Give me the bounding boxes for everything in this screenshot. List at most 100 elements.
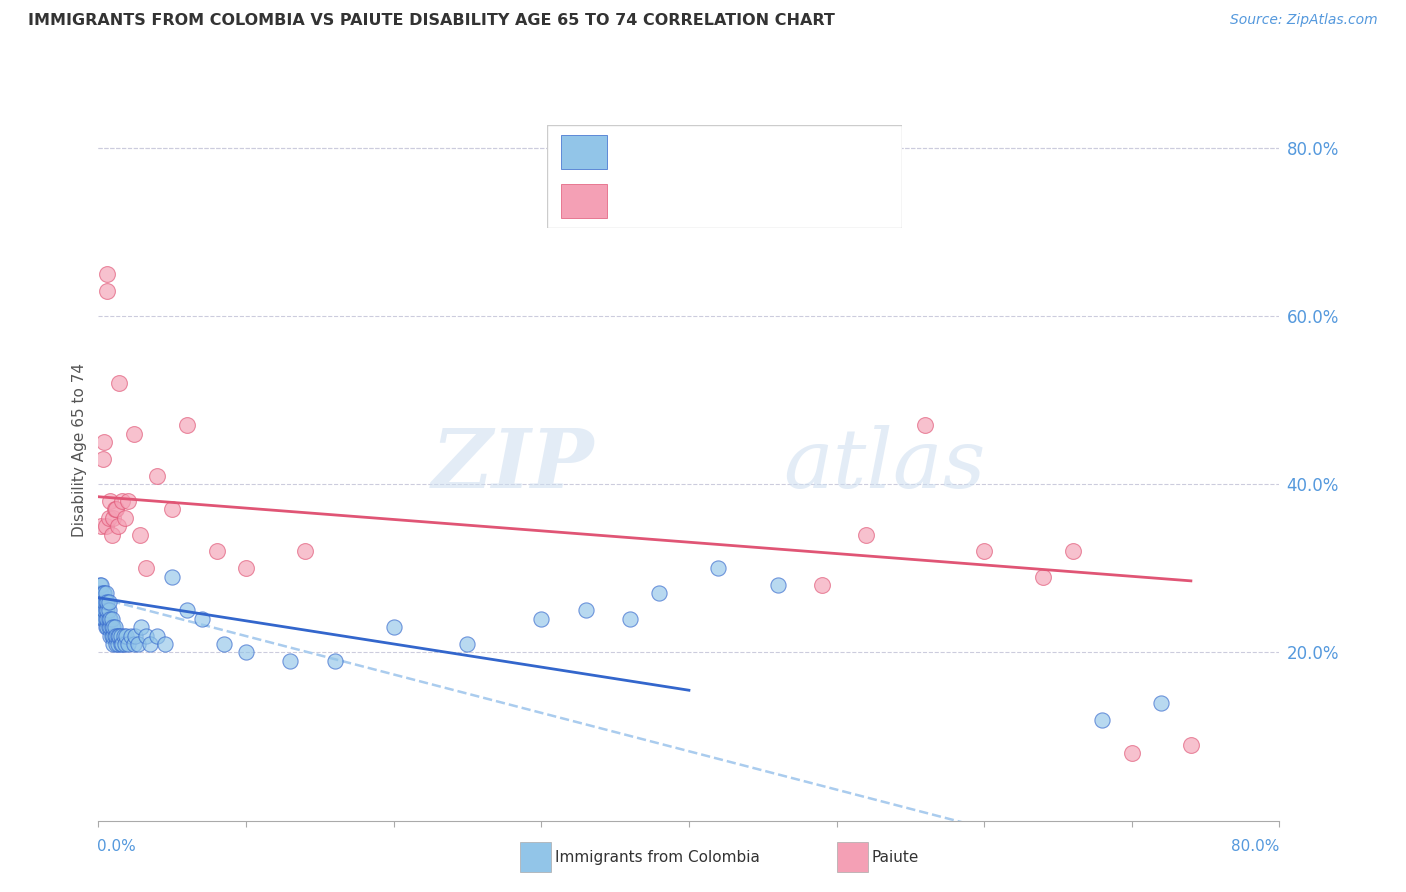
Point [103, 620, 125, 634]
Point [235, 645, 257, 659]
FancyBboxPatch shape [561, 184, 607, 218]
Point [94, 603, 117, 617]
Point [100, 628, 122, 642]
Point [120, 628, 142, 642]
Point [294, 544, 316, 558]
Point [104, 502, 127, 516]
Point [97, 595, 120, 609]
Point [135, 628, 157, 642]
Point [1150, 696, 1173, 710]
Point [108, 376, 131, 391]
Point [97, 620, 120, 634]
Point [94, 519, 117, 533]
Point [1121, 747, 1143, 761]
Point [124, 628, 146, 642]
Point [98, 628, 121, 642]
Point [93, 595, 115, 609]
Point [96, 267, 118, 281]
Point [90, 578, 112, 592]
Point [129, 620, 152, 634]
Point [323, 654, 346, 668]
Point [278, 654, 302, 668]
Point [382, 620, 405, 634]
Point [94, 612, 117, 626]
FancyBboxPatch shape [547, 125, 901, 228]
Point [139, 637, 162, 651]
Point [103, 628, 125, 642]
Point [89, 578, 111, 592]
Point [103, 510, 125, 524]
Point [91, 603, 114, 617]
Text: R = -0.234   N = 34: R = -0.234 N = 34 [621, 194, 772, 209]
Text: IMMIGRANTS FROM COLOMBIA VS PAIUTE DISABILITY AGE 65 TO 74 CORRELATION CHART: IMMIGRANTS FROM COLOMBIA VS PAIUTE DISAB… [28, 13, 835, 29]
Point [766, 578, 789, 592]
Point [117, 637, 139, 651]
Text: Paiute: Paiute [872, 850, 920, 864]
Point [205, 544, 228, 558]
Point [105, 637, 128, 651]
Point [191, 612, 214, 626]
Point [96, 603, 118, 617]
Point [162, 502, 183, 516]
Point [93, 586, 115, 600]
Point [94, 586, 117, 600]
Point [128, 527, 150, 541]
Point [114, 510, 136, 524]
Point [96, 612, 118, 626]
Point [108, 628, 131, 642]
Point [96, 595, 118, 609]
Point [153, 637, 176, 651]
Point [91, 595, 114, 609]
Point [89, 595, 111, 609]
Point [914, 418, 936, 433]
Point [619, 612, 641, 626]
Point [110, 637, 132, 651]
Point [111, 494, 134, 508]
Point [100, 620, 122, 634]
Point [111, 637, 134, 651]
Text: Source: ZipAtlas.com: Source: ZipAtlas.com [1230, 13, 1378, 28]
Point [100, 612, 122, 626]
Point [103, 637, 125, 651]
Point [117, 494, 139, 508]
Point [146, 468, 169, 483]
Point [110, 628, 132, 642]
Text: ZIP: ZIP [432, 425, 595, 505]
Point [456, 637, 478, 651]
Y-axis label: Disability Age 65 to 74: Disability Age 65 to 74 [72, 363, 87, 538]
Point [162, 569, 183, 583]
Text: Immigrants from Colombia: Immigrants from Colombia [555, 850, 761, 864]
Point [122, 637, 145, 651]
Point [100, 527, 122, 541]
Point [146, 628, 169, 642]
Point [127, 637, 149, 651]
Point [707, 561, 730, 575]
Text: 0.0%: 0.0% [97, 839, 136, 855]
Point [648, 586, 671, 600]
Point [90, 603, 112, 617]
Point [122, 426, 145, 441]
FancyBboxPatch shape [561, 135, 607, 169]
Point [93, 603, 115, 617]
Point [107, 637, 129, 651]
Point [105, 628, 128, 642]
Point [97, 612, 120, 626]
Point [98, 620, 121, 634]
Point [574, 603, 596, 617]
Point [1032, 569, 1054, 583]
Text: atlas: atlas [783, 425, 986, 505]
Point [94, 620, 117, 634]
Point [115, 628, 138, 642]
Point [176, 418, 198, 433]
Point [176, 603, 198, 617]
Point [94, 595, 117, 609]
Point [91, 586, 114, 600]
Point [105, 502, 128, 516]
Point [91, 451, 114, 466]
Point [107, 519, 129, 533]
Point [93, 612, 115, 626]
Point [135, 561, 157, 575]
Point [112, 628, 135, 642]
Point [93, 435, 115, 450]
Point [98, 612, 121, 626]
